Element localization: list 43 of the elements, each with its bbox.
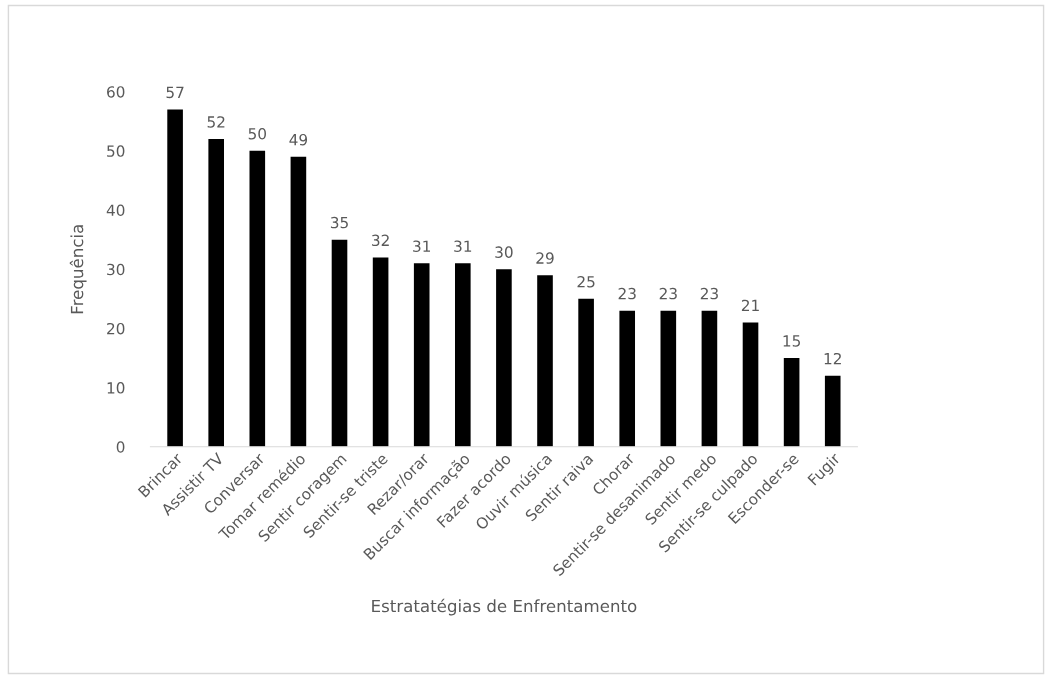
data-label: 50 bbox=[248, 128, 267, 140]
bar bbox=[413, 263, 430, 447]
y-tick-label: 30 bbox=[107, 263, 125, 276]
data-label: 31 bbox=[413, 240, 431, 253]
bar bbox=[372, 257, 389, 447]
data-label: 57 bbox=[166, 86, 184, 99]
data-label: 29 bbox=[536, 252, 554, 264]
bar bbox=[783, 358, 800, 447]
data-label: 21 bbox=[741, 299, 759, 311]
data-label: 52 bbox=[207, 116, 225, 128]
y-tick-label: 40 bbox=[106, 204, 125, 217]
bar bbox=[701, 310, 718, 447]
bar bbox=[578, 298, 594, 447]
data-label: 15 bbox=[783, 335, 800, 347]
bar bbox=[496, 269, 512, 447]
data-label: 49 bbox=[289, 133, 308, 146]
bar bbox=[824, 375, 841, 447]
data-label: 23 bbox=[700, 287, 718, 300]
bar bbox=[249, 150, 266, 447]
y-axis-title: Frequência bbox=[69, 225, 87, 314]
data-label: 23 bbox=[618, 287, 636, 300]
data-label: 32 bbox=[372, 234, 389, 247]
y-tick-label: 50 bbox=[107, 145, 125, 157]
bar bbox=[167, 109, 183, 447]
data-label: 23 bbox=[659, 287, 677, 300]
y-tick-label: 0 bbox=[116, 441, 125, 453]
bar bbox=[208, 139, 225, 447]
x-axis-title: Estratatégias de Enfrentamento bbox=[372, 598, 637, 616]
data-label: 30 bbox=[495, 246, 513, 258]
bar bbox=[331, 239, 348, 447]
bar bbox=[290, 156, 307, 447]
data-label: 25 bbox=[577, 275, 595, 288]
bar bbox=[455, 263, 471, 447]
bar bbox=[742, 322, 759, 447]
y-tick-label: 20 bbox=[107, 322, 125, 335]
bar bbox=[660, 310, 677, 447]
data-label: 35 bbox=[330, 216, 348, 229]
y-tick-label: 10 bbox=[107, 382, 125, 394]
bar bbox=[537, 275, 553, 447]
data-label: 12 bbox=[824, 352, 841, 365]
data-label: 31 bbox=[454, 240, 472, 253]
y-tick-label: 60 bbox=[107, 86, 125, 98]
bar bbox=[619, 310, 636, 447]
